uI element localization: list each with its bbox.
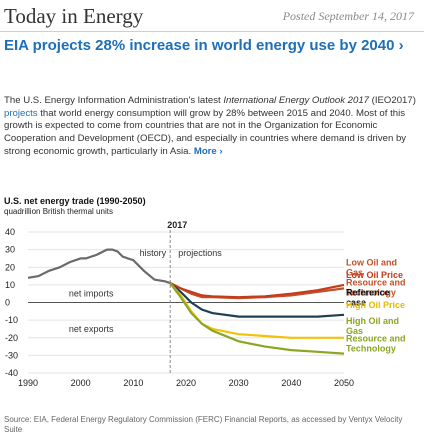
intro-text-c: that world energy consumption will grow … [4, 107, 407, 157]
projections-label: projections [178, 248, 222, 258]
y-tick-label: 40 [5, 227, 15, 237]
legend-label: Low Oil Price [346, 270, 403, 280]
net-exports-label: net exports [69, 324, 114, 334]
x-tick-label: 1990 [18, 378, 38, 388]
y-tick-label: -20 [5, 333, 18, 343]
projection-series-line [169, 282, 345, 299]
net-imports-label: net imports [69, 289, 114, 299]
legend-label: Gas [346, 326, 363, 336]
site-header: Today in Energy Posted September 14, 201… [0, 0, 424, 28]
intro-text-a: The U.S. Energy Information Administrati… [4, 95, 224, 106]
x-tick-label: 2000 [71, 378, 91, 388]
article-intro: The U.S. Energy Information Administrati… [4, 95, 418, 159]
projection-series-line [169, 282, 345, 318]
y-tick-label: 20 [5, 262, 15, 272]
legend-label: Reference [346, 288, 390, 298]
legend-label: High Oil Price [346, 300, 405, 310]
legend-label: Technology [346, 288, 396, 298]
x-tick-label: 2050 [334, 378, 354, 388]
intro-outlook-title: International Energy Outlook 2017 [223, 95, 369, 106]
legend-label: Low Oil and [346, 258, 397, 268]
history-series-line [27, 248, 171, 285]
x-tick-label: 2040 [281, 378, 301, 388]
divider-label: 2017 [167, 220, 187, 230]
energy-trade-chart: 2017 history projections net imports net exp… [5, 220, 406, 388]
y-tick-label: -10 [5, 315, 18, 325]
legend-label: Technology [346, 343, 396, 353]
y-tick-label: -30 [5, 350, 18, 360]
x-tick-label: 2020 [176, 378, 196, 388]
y-tick-label: 30 [5, 245, 15, 255]
intro-text-b: (IEO2017) [369, 95, 416, 106]
chart-title: U.S. net energy trade (1990-2050) [4, 196, 146, 206]
chart-source: Source: EIA, Federal Energy Regulatory C… [4, 415, 403, 434]
legend-label: Resource and [346, 333, 406, 343]
chart-annotations: 2017 history projections net imports net exp… [69, 220, 222, 375]
legend-label: case [346, 298, 366, 308]
x-tick-label: 2010 [123, 378, 143, 388]
chart-grid [28, 231, 344, 374]
y-tick-label: 0 [5, 298, 10, 308]
legend-label: High Oil and [346, 316, 399, 326]
projects-link[interactable]: projects [4, 107, 38, 119]
chart-units: quadrillion British thermal units [4, 207, 113, 216]
chart-series [27, 248, 345, 355]
x-tick-label: 2030 [229, 378, 249, 388]
y-tick-label: -40 [5, 368, 18, 378]
legend-label: Resource and [346, 278, 406, 288]
projection-series-line [169, 282, 345, 355]
header-divider [0, 31, 424, 32]
more-link[interactable]: More › [193, 145, 223, 157]
posted-date: Posted September 14, 2017 [282, 9, 414, 23]
y-tick-label: 10 [5, 280, 15, 290]
site-brand[interactable]: Today in Energy [4, 4, 144, 28]
legend-label: Gas [346, 268, 363, 278]
article-headline-link[interactable]: EIA projects 28% increase in world energ… [4, 37, 404, 54]
history-label: history [140, 248, 167, 258]
